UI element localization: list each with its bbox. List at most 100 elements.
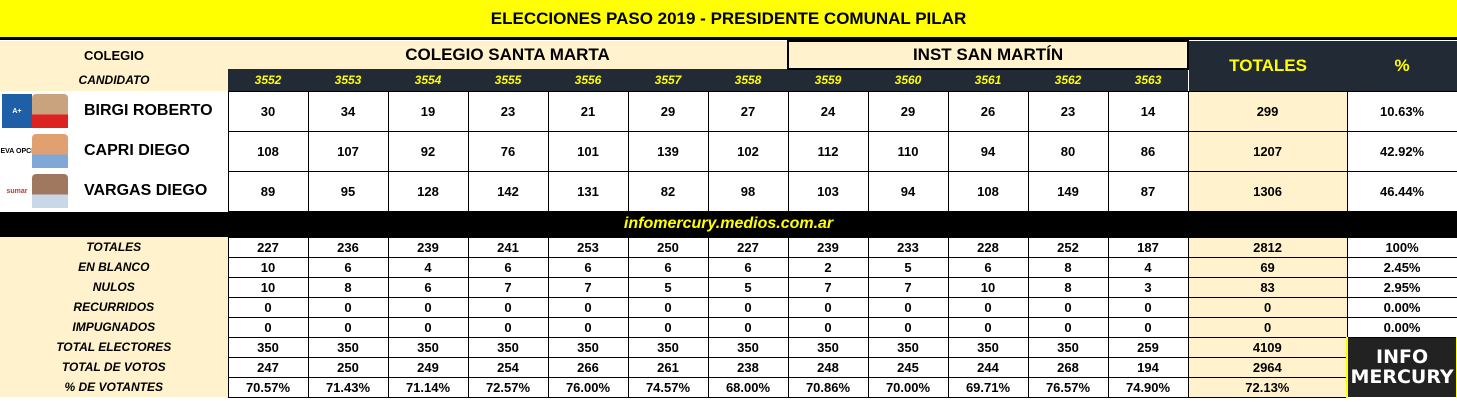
summary-cell: 7: [787, 276, 869, 298]
vote-cell: 102: [707, 130, 789, 172]
summary-cell: 7: [867, 276, 949, 298]
summary-cell: 0: [307, 316, 389, 338]
summary-cell: 0: [787, 316, 869, 338]
summary-cell: 71.43%: [307, 376, 389, 398]
summary-label: IMPUGNADOS: [0, 317, 228, 337]
vote-cell: 139: [627, 130, 709, 172]
vote-cell: 76: [467, 130, 549, 172]
summary-cell: 5: [867, 256, 949, 278]
summary-row: RECURRIDOS 0 0 0 0 0 0 0 0 0 0 0 0 0 0.00%: [0, 296, 1457, 318]
summary-cell: 350: [1027, 336, 1109, 358]
vote-cell: 26: [947, 90, 1029, 132]
vote-cell: 98: [707, 170, 789, 212]
vote-cell: 82: [627, 170, 709, 212]
vote-cell: 29: [627, 90, 709, 132]
summary-label: TOTAL ELECTORES: [0, 337, 228, 357]
summary-total: 4109: [1187, 336, 1348, 358]
summary-cell: 6: [627, 256, 709, 278]
summary-cell: 0: [1107, 296, 1189, 318]
candidate-row: A+ BIRGI ROBERTO 30 34 19 23 21 29 27 24 29 26 23 14 2…: [0, 90, 1457, 132]
summary-pct: 2.45%: [1346, 256, 1457, 278]
summary-cell: 350: [547, 336, 629, 358]
summary-cell: 239: [387, 236, 469, 258]
summary-cell: 76.57%: [1027, 376, 1109, 398]
summary-cell: 8: [307, 276, 389, 298]
mesa-header: 3558: [708, 69, 788, 91]
pct-header: %: [1347, 41, 1457, 91]
candidato-label: CANDIDATO: [0, 69, 228, 91]
summary-cell: 0: [867, 296, 949, 318]
summary-row: % DE VOTANTES 70.57% 71.43% 71.14% 72.57% 76.…: [0, 376, 1457, 398]
summary-cell: 350: [467, 336, 549, 358]
summary-label: EN BLANCO: [0, 257, 228, 277]
candidate-photo: [32, 94, 68, 128]
summary-cell: 350: [307, 336, 389, 358]
vote-cell: 27: [707, 90, 789, 132]
summary-cell: 74.90%: [1107, 376, 1189, 398]
summary-label: % DE VOTANTES: [0, 377, 228, 397]
summary-row: TOTAL ELECTORES 350 350 350 350 350 350 350 350 3…: [0, 336, 1457, 397]
summary-cell: 0: [947, 316, 1029, 338]
candidate-pct: 10.63%: [1346, 90, 1457, 132]
vote-cell: 80: [1027, 130, 1109, 172]
summary-cell: 0: [547, 316, 629, 338]
summary-label: RECURRIDOS: [0, 297, 228, 317]
website-band: infomercury.medios.com.ar: [0, 211, 1457, 237]
summary-cell: 0: [307, 296, 389, 318]
colegio-label: COLEGIO: [0, 41, 228, 69]
vote-cell: 128: [387, 170, 469, 212]
vote-cell: 95: [307, 170, 389, 212]
summary-total: 2964: [1187, 356, 1348, 378]
summary-cell: 350: [227, 336, 309, 358]
summary-cell: 238: [707, 356, 789, 378]
summary-cell: 2: [787, 256, 869, 278]
summary-label: NULOS: [0, 277, 228, 297]
candidate-name-text: CAPRI DIEGO: [84, 142, 190, 159]
candidate-total: 1207: [1187, 130, 1348, 172]
party-logo: A+: [2, 94, 32, 128]
summary-cell: 5: [627, 276, 709, 298]
summary-cell: 254: [467, 356, 549, 378]
summary-cell: 233: [867, 236, 949, 258]
mesa-header: 3557: [628, 69, 708, 91]
vote-cell: 30: [227, 90, 309, 132]
candidate-name-text: VARGAS DIEGO: [84, 182, 208, 199]
summary-cell: 0: [867, 316, 949, 338]
candidate-name-text: BIRGI ROBERTO: [84, 102, 213, 119]
summary-cell: 0: [547, 296, 629, 318]
summary-pct: 100%: [1346, 236, 1457, 258]
vote-cell: 94: [947, 130, 1029, 172]
vote-cell: 108: [227, 130, 309, 172]
summary-cell: 0: [627, 296, 709, 318]
summary-cell: 4: [1107, 256, 1189, 278]
candidate-name: NUEVA OPCIÓN CAPRI DIEGO: [0, 131, 228, 171]
vote-cell: 112: [787, 130, 869, 172]
mesa-header: 3554: [388, 69, 468, 91]
summary-total: 69: [1187, 256, 1348, 278]
summary-cell: 10: [227, 256, 309, 278]
results-table: COLEGIO COLEGIO SANTA MARTA INST SAN MARTÍ…: [0, 40, 1457, 398]
vote-cell: 149: [1027, 170, 1109, 212]
summary-cell: 227: [227, 236, 309, 258]
summary-cell: 350: [387, 336, 469, 358]
mesa-header: 3559: [788, 69, 868, 91]
logo-line: MERCURY: [1350, 366, 1454, 389]
school-header: INST SAN MARTÍN: [786, 40, 1190, 70]
summary-cell: 350: [867, 336, 949, 358]
summary-cell: 8: [1027, 256, 1109, 278]
vote-cell: 142: [467, 170, 549, 212]
summary-total: 0: [1187, 296, 1348, 318]
candidate-row: sumar VARGAS DIEGO 89 95 128 142 131 82 98 103 94 1…: [0, 170, 1457, 212]
summary-row: IMPUGNADOS 0 0 0 0 0 0 0 0 0 0 0 0 0 0.00%: [0, 316, 1457, 338]
summary-cell: 249: [387, 356, 469, 378]
mesa-header: 3560: [868, 69, 948, 91]
vote-cell: 23: [1027, 90, 1109, 132]
party-logo: NUEVA OPCIÓN: [0, 134, 44, 168]
summary-cell: 259: [1107, 336, 1189, 358]
vote-cell: 110: [867, 130, 949, 172]
candidate-total: 299: [1187, 90, 1348, 132]
summary-pct: 2.95%: [1346, 276, 1457, 298]
summary-pct: 0.00%: [1346, 316, 1457, 338]
candidate-name: A+ BIRGI ROBERTO: [0, 91, 228, 131]
